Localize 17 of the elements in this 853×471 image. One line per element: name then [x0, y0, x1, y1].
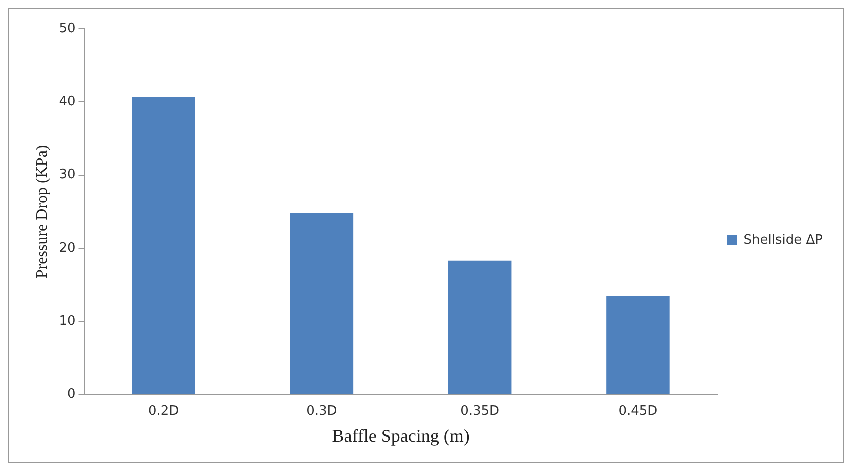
x-axis-title: Baffle Spacing (m) [332, 426, 470, 446]
x-tick-label: 0.45D [618, 404, 658, 419]
y-tick-label: 50 [59, 21, 76, 36]
bar [132, 97, 196, 394]
x-tick-label: 0.35D [460, 404, 500, 419]
y-tick-label: 10 [59, 314, 76, 330]
x-tick-label: 0.2D [148, 404, 180, 419]
bar [290, 213, 354, 394]
y-tick-label: 40 [59, 94, 76, 110]
x-tick-label: 0.3D [306, 404, 338, 419]
legend-label: Shellside ΔP [744, 232, 824, 248]
bar [606, 296, 670, 394]
y-axis-title: Pressure Drop (KPa) [34, 145, 51, 279]
y-tick-label: 0 [67, 387, 76, 402]
y-tick-label: 20 [59, 240, 76, 256]
y-tick-label: 30 [59, 168, 76, 183]
bar [448, 260, 512, 394]
